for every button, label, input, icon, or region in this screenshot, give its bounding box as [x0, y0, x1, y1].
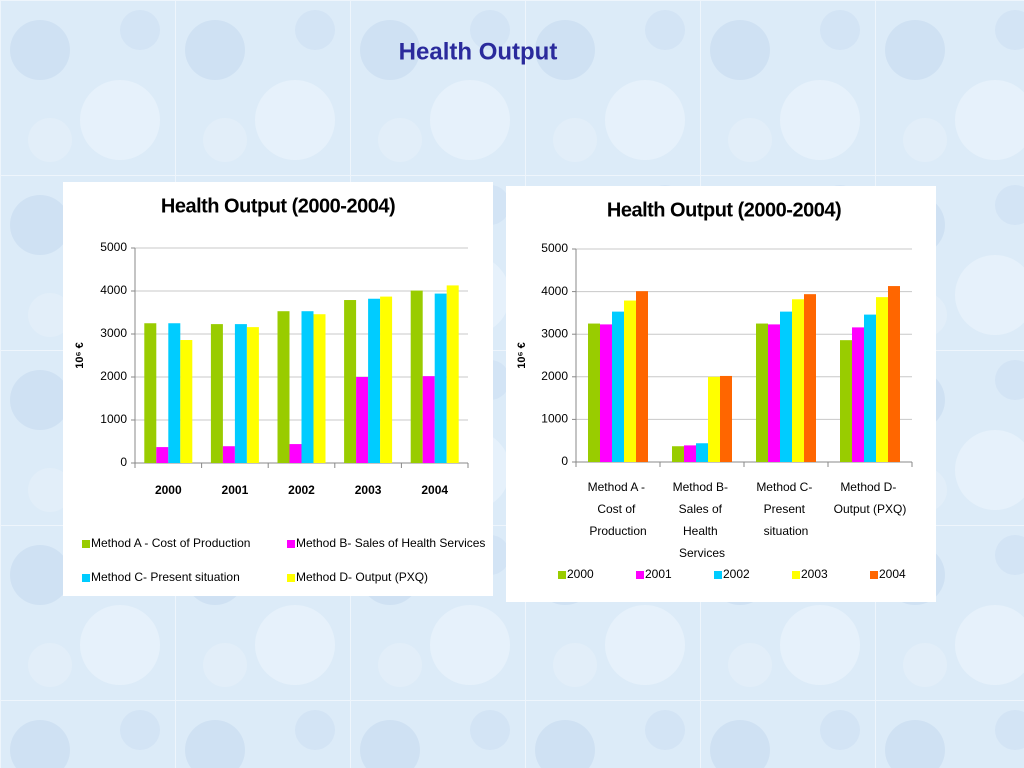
- bar: [636, 291, 648, 462]
- bar: [708, 376, 720, 462]
- legend-label: Method A - Cost of Production: [91, 536, 250, 550]
- y-tick-label: 4000: [100, 283, 127, 297]
- bar: [804, 294, 816, 462]
- bar: [168, 323, 181, 463]
- y-axis-title: 10⁶ €: [516, 342, 528, 368]
- x-tick-label: Method B- Sales of Health Services: [673, 480, 732, 560]
- bar: [234, 324, 247, 463]
- legend-swatch: [558, 571, 566, 579]
- bar: [864, 314, 876, 462]
- bar: [289, 444, 302, 463]
- bar: [840, 340, 852, 462]
- bar: [313, 314, 326, 463]
- legend-label: 2002: [723, 567, 750, 581]
- legend-label: 2003: [801, 567, 828, 581]
- legend-swatch: [636, 571, 644, 579]
- y-tick-label: 0: [120, 455, 127, 469]
- bar: [180, 340, 193, 463]
- y-tick-label: 2000: [100, 369, 127, 383]
- bar: [344, 300, 357, 463]
- x-tick-label: 2004: [421, 483, 448, 497]
- legend-swatch: [714, 571, 722, 579]
- bar: [210, 324, 223, 463]
- x-tick-label: 2003: [355, 483, 382, 497]
- legend-label: Method C- Present situation: [91, 570, 240, 584]
- legend-swatch: [287, 540, 295, 548]
- bar: [600, 324, 612, 462]
- y-tick-label: 5000: [100, 240, 127, 254]
- legend-label: 2001: [645, 567, 672, 581]
- bar: [446, 285, 459, 463]
- y-tick-label: 0: [561, 454, 568, 468]
- bar: [588, 323, 600, 462]
- bar: [277, 311, 290, 463]
- bar: [156, 447, 169, 463]
- bar: [246, 327, 259, 463]
- bar: [768, 324, 780, 462]
- bar: [368, 298, 381, 463]
- y-tick-label: 5000: [541, 241, 568, 255]
- legend-label: 2000: [567, 567, 594, 581]
- y-axis-title: 10⁶ €: [74, 342, 86, 368]
- slide-title: Health Output: [399, 38, 558, 65]
- bar: [852, 327, 864, 462]
- bar: [720, 375, 732, 462]
- x-tick-label: 2002: [288, 483, 315, 497]
- legend-swatch: [870, 571, 878, 579]
- bar: [672, 446, 684, 462]
- chart-title: Health Output (2000-2004): [607, 199, 841, 221]
- y-tick-label: 3000: [100, 326, 127, 340]
- bar: [756, 323, 768, 462]
- bar: [410, 290, 423, 463]
- bar: [380, 296, 393, 463]
- bar: [222, 446, 235, 463]
- x-tick-label: Method A - Cost of Production: [588, 480, 649, 538]
- x-tick-label: 2001: [222, 483, 249, 497]
- y-tick-label: 3000: [541, 326, 568, 340]
- legend-swatch: [82, 574, 90, 582]
- bar: [888, 286, 900, 462]
- y-tick-label: 2000: [541, 369, 568, 383]
- x-tick-label: Method D- Output (PXQ): [834, 480, 907, 516]
- bar: [422, 376, 435, 463]
- x-tick-label: Method C- Present situation: [756, 480, 815, 538]
- y-tick-label: 4000: [541, 284, 568, 298]
- bar: [144, 323, 157, 463]
- bar: [434, 293, 447, 463]
- bar: [301, 311, 314, 463]
- legend-swatch: [82, 540, 90, 548]
- legend-label: 2004: [879, 567, 906, 581]
- legend-label: Method B- Sales of Health Services: [296, 536, 485, 550]
- bar: [696, 443, 708, 462]
- y-tick-label: 1000: [100, 412, 127, 426]
- bar: [684, 445, 696, 462]
- y-tick-label: 1000: [541, 412, 568, 426]
- bar: [624, 300, 636, 462]
- bar: [792, 299, 804, 462]
- bar: [876, 297, 888, 462]
- legend-label: Method D- Output (PXQ): [296, 570, 428, 584]
- bar: [356, 377, 369, 463]
- bar: [612, 311, 624, 462]
- x-tick-label: 2000: [155, 483, 182, 497]
- chart-title: Health Output (2000-2004): [161, 195, 395, 217]
- bar: [780, 311, 792, 462]
- legend-swatch: [287, 574, 295, 582]
- legend-swatch: [792, 571, 800, 579]
